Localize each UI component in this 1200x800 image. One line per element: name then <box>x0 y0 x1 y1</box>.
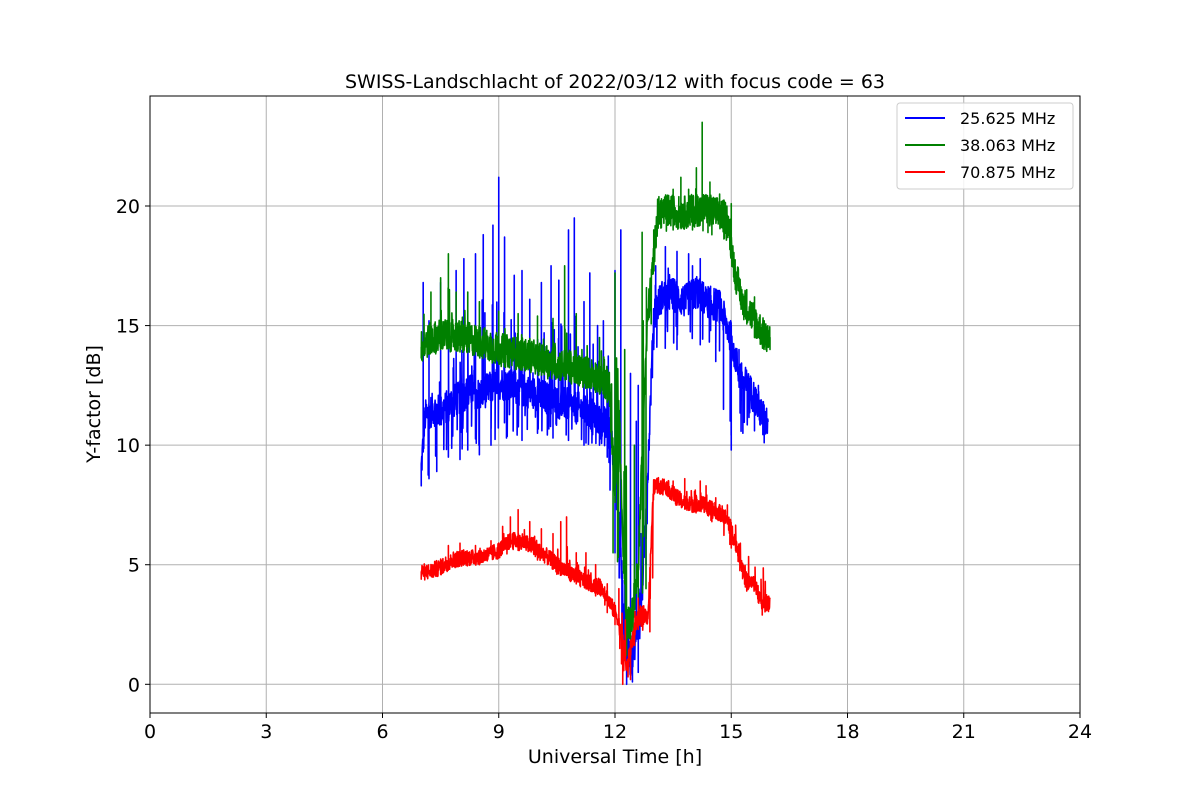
legend-items: 25.625 MHz 38.063 MHz 70.875 MHz <box>905 109 1055 182</box>
series-0 <box>420 176 769 686</box>
series-2 <box>420 476 771 686</box>
legend-label: 25.625 MHz <box>960 109 1055 128</box>
y-tick-label: 20 <box>116 196 140 218</box>
series-layer <box>420 121 771 686</box>
x-tick-label: 9 <box>493 721 505 743</box>
ticks: 0 3 6 9 12 15 18 21 24 0 5 10 15 20 <box>116 196 1092 743</box>
series-line <box>420 121 771 657</box>
y-tick-label: 5 <box>128 555 140 577</box>
x-tick-label: 0 <box>144 721 156 743</box>
x-tick-label: 21 <box>952 721 976 743</box>
chart-title: SWISS-Landschlacht of 2022/03/12 with fo… <box>345 71 885 93</box>
series-line <box>420 476 771 686</box>
x-tick-label: 18 <box>835 721 859 743</box>
y-tick-label: 15 <box>116 316 140 338</box>
series-1 <box>420 121 771 657</box>
series-line <box>420 176 769 686</box>
y-tick-label: 0 <box>128 674 140 696</box>
x-tick-label: 15 <box>719 721 743 743</box>
legend: 25.625 MHz 38.063 MHz 70.875 MHz <box>896 102 1074 190</box>
x-axis-label: Universal Time [h] <box>528 746 702 768</box>
y-axis-label: Y-factor [dB] <box>83 345 105 464</box>
y-tick-label: 10 <box>116 435 140 457</box>
x-tick-label: 6 <box>376 721 388 743</box>
x-tick-label: 3 <box>260 721 272 743</box>
x-tick-label: 12 <box>603 721 627 743</box>
legend-box <box>896 102 1074 190</box>
legend-label: 38.063 MHz <box>960 136 1055 155</box>
legend-label: 70.875 MHz <box>960 163 1055 182</box>
x-tick-label: 24 <box>1068 721 1092 743</box>
